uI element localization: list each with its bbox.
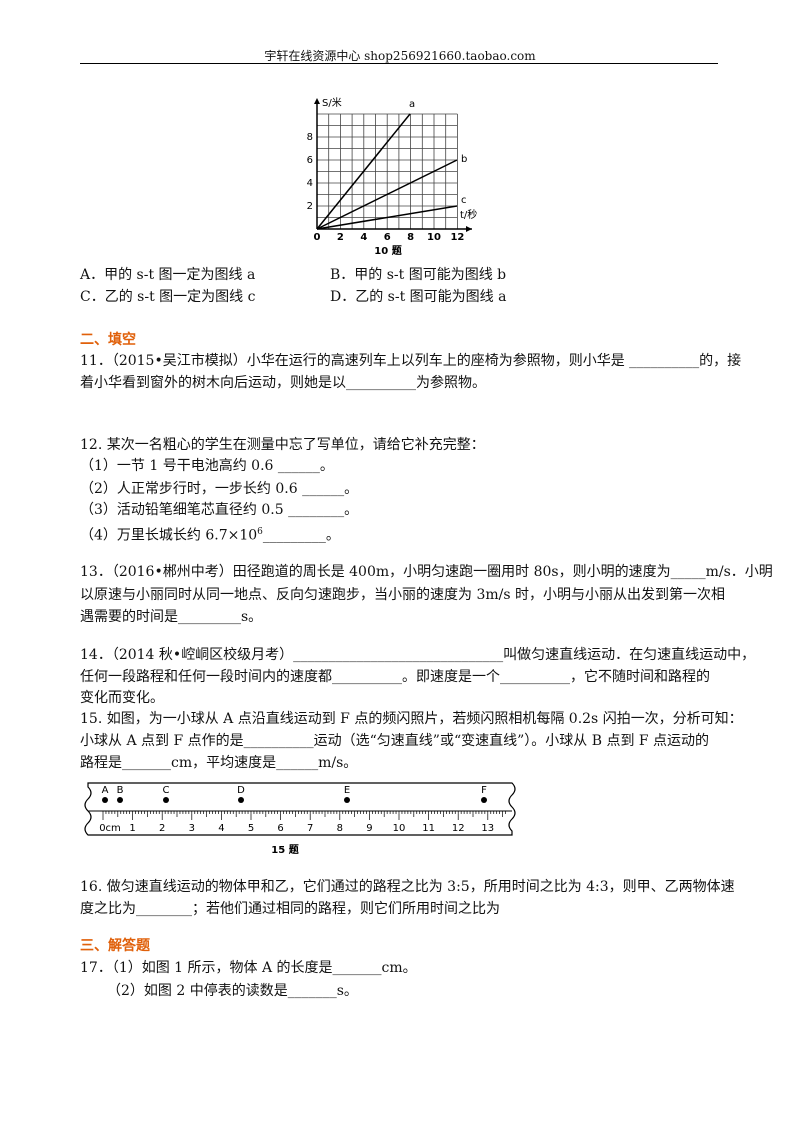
- question-line: 11．（2015•吴江市模拟）小华在运行的高速列车上以列车上的座椅为参照物，则小…: [80, 353, 742, 369]
- scale-label: 0cm: [99, 823, 121, 834]
- question-line: 着小华看到窗外的树木向后运动，则她是以__________为参照物。: [80, 375, 486, 391]
- question-line: 17．（1）如图 1 所示，物体 A 的长度是_______cm。: [80, 960, 417, 976]
- figure-caption: 10 题: [374, 245, 402, 257]
- scale-label: 7: [307, 823, 313, 834]
- text-part: （4）万里长城长约 6.7×10: [80, 527, 258, 544]
- x-tick-label: 8: [407, 232, 414, 243]
- question-line: 路程是_______cm，平均速度是______m/s。: [80, 755, 358, 771]
- question-line: 遇需要的时间是_________s。: [80, 609, 263, 625]
- option: C．乙的 s-t 图一定为图线 c: [80, 289, 256, 305]
- question-line: （3）活动铅笔细笔芯直径约 0.5 ________。: [80, 502, 359, 518]
- x-tick-label: 12: [450, 232, 464, 243]
- scale-label: 3: [189, 823, 195, 834]
- section-title: 三、解答题: [80, 938, 150, 954]
- line-label: a: [409, 99, 415, 110]
- question-line: （1）一节 1 号干电池高约 0.6 ______。: [80, 458, 334, 474]
- x-tick-label: 10: [427, 232, 441, 243]
- scale-label: 12: [452, 823, 465, 834]
- line-label: b: [461, 154, 467, 165]
- scale-label: 6: [277, 823, 283, 834]
- scale-label: 1: [129, 823, 135, 834]
- question-line: （4）万里长城长约 6.7×106_________。: [80, 523, 340, 545]
- y-tick-label: 2: [307, 201, 313, 212]
- question-line: 13．（2016•郴州中考）田径跑道的周长是 400m，小明匀速跑一圈用时 80…: [80, 564, 773, 580]
- question-line: 变化而变化。: [80, 690, 164, 706]
- ball: [238, 797, 244, 803]
- question-line: 16. 做匀速直线运动的物体甲和乙，它们通过的路程之比为 3:5，所用时间之比为…: [80, 879, 735, 895]
- header: 宇轩在线资源中心 shop256921660.taobao.com: [264, 49, 536, 63]
- section-title: 二、填空: [80, 332, 136, 348]
- x-axis-label: t/秒: [460, 208, 477, 221]
- y-tick-label: 8: [307, 132, 313, 143]
- option: B．甲的 s-t 图可能为图线 b: [330, 267, 507, 283]
- scale-label: 13: [481, 823, 494, 834]
- y-axis-label: S/米: [322, 96, 342, 109]
- graph-line: [316, 205, 458, 230]
- x-tick-label: 4: [360, 232, 367, 243]
- scale-label: 8: [337, 823, 343, 834]
- question-line: （2）如图 2 中停表的读数是_______s。: [107, 983, 358, 999]
- ball: [344, 797, 350, 803]
- text-part: _________。: [262, 527, 340, 544]
- question-line: 任何一段路程和任何一段时间内的速度都__________。即速度是一个_____…: [80, 669, 710, 685]
- question-line: 12. 某次一名粗心的学生在测量中忘了写单位，请给它补充完整：: [80, 437, 485, 453]
- figure-caption: 15 题: [271, 844, 299, 856]
- point-label: D: [237, 785, 245, 796]
- option: D．乙的 s-t 图可能为图线 a: [330, 289, 507, 305]
- question-line: 以原速与小丽同时从同一地点、反向匀速跑步，当小丽的速度为 3m/s 时，小明与小…: [80, 587, 725, 603]
- scale-label: 10: [393, 823, 406, 834]
- scale-label: 4: [218, 823, 224, 834]
- x-tick-label: 0: [314, 232, 321, 243]
- question-line: 15. 如图，为一小球从 A 点沿直线运动到 F 点的频闪照片，若频闪照相机每隔…: [80, 711, 743, 727]
- graph-line: [316, 113, 411, 230]
- point-label: B: [117, 785, 124, 796]
- question-line: 小球从 A 点到 F 点作的是__________运动（选“匀速直线”或“变速直…: [80, 733, 710, 749]
- point-label: E: [344, 785, 350, 796]
- line-label: c: [461, 195, 467, 206]
- point-label: C: [163, 785, 170, 796]
- header-rule: [80, 63, 718, 64]
- scale-label: 9: [366, 823, 372, 834]
- x-tick-label: 2: [337, 232, 344, 243]
- question-line: （2）人正常步行时，一步长约 0.6 ______。: [80, 481, 359, 497]
- x-tick-label: 6: [384, 232, 391, 243]
- y-tick-label: 4: [307, 178, 313, 189]
- graph-line: [316, 159, 458, 230]
- scale-label: 5: [248, 823, 254, 834]
- question-line: 度之比为________；若他们通过相同的路程，则它们所用时间之比为: [80, 901, 500, 917]
- ball: [117, 797, 123, 803]
- scale-label: 11: [422, 823, 435, 834]
- ball: [481, 797, 487, 803]
- scale-label: 2: [159, 823, 165, 834]
- option: A．甲的 s-t 图一定为图线 a: [80, 267, 256, 283]
- question-line: 14．（2014 秋•崆峒区校级月考）_____________________…: [80, 647, 756, 663]
- ball: [163, 797, 169, 803]
- ball: [102, 797, 108, 803]
- text-part: 6: [257, 527, 263, 537]
- point-label: A: [102, 785, 109, 796]
- point-label: F: [481, 785, 487, 796]
- y-tick-label: 6: [307, 155, 313, 166]
- ruler: [84, 782, 516, 836]
